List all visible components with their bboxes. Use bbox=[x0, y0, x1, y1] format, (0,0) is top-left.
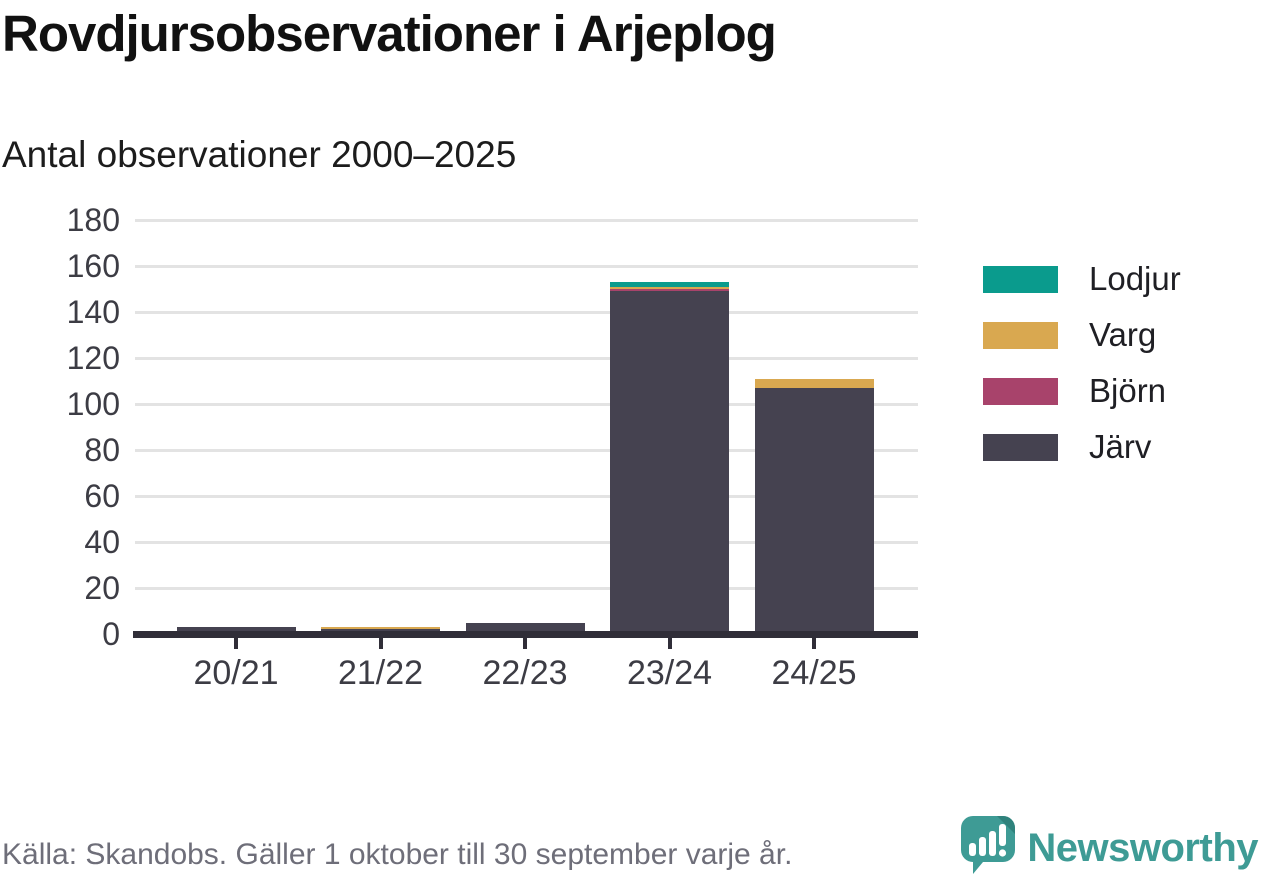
page-title: Rovdjursobservationer i Arjeplog bbox=[2, 5, 777, 62]
x-axis-line bbox=[133, 631, 918, 638]
legend-item-björn: Björn bbox=[983, 374, 1166, 408]
gridline-100 bbox=[135, 402, 918, 406]
bar-20-21-järv bbox=[176, 627, 296, 634]
bar-21-22-varg bbox=[321, 627, 440, 630]
y-axis-label-100: 100 bbox=[66, 386, 120, 422]
y-axis-label-20: 20 bbox=[84, 570, 120, 606]
y-axis-label-140: 140 bbox=[66, 294, 120, 330]
y-axis-label-120: 120 bbox=[66, 340, 120, 376]
x-axis-label-20-21: 20/21 bbox=[193, 654, 279, 692]
gridline-20 bbox=[135, 586, 918, 590]
bar-22-23-järv bbox=[465, 622, 585, 634]
y-axis-label-0: 0 bbox=[102, 616, 120, 652]
x-tick-23-24 bbox=[667, 638, 672, 649]
y-axis-label-40: 40 bbox=[84, 524, 120, 560]
y-axis-label-60: 60 bbox=[84, 478, 120, 514]
x-axis-label-23-24: 23/24 bbox=[626, 654, 713, 692]
gridline-140 bbox=[135, 310, 918, 314]
gridline-160 bbox=[135, 264, 918, 268]
gridline-180 bbox=[135, 218, 918, 222]
x-tick-21-22 bbox=[378, 638, 383, 649]
x-tick-22-23 bbox=[523, 638, 527, 649]
legend-item-järv: Järv bbox=[983, 430, 1151, 464]
brand-name: Newsworthy bbox=[1027, 825, 1258, 870]
legend-label-järv: Järv bbox=[1089, 428, 1152, 465]
brand-logo: Newsworthy bbox=[961, 816, 1258, 879]
legend-swatch-varg bbox=[983, 321, 1058, 349]
bar-24-25-varg bbox=[754, 378, 874, 388]
bar-23-24-lodjur bbox=[610, 282, 729, 287]
x-tick-24-25 bbox=[812, 638, 816, 649]
legend-swatch-björn bbox=[983, 377, 1058, 405]
x-axis-label-21-22: 21/22 bbox=[337, 654, 424, 692]
gridline-40 bbox=[135, 540, 918, 544]
x-tick-20-21 bbox=[234, 638, 238, 649]
y-axis-label-160: 160 bbox=[66, 248, 120, 284]
bar-23-24-järv bbox=[610, 291, 729, 634]
legend-swatch-järv bbox=[983, 433, 1058, 461]
legend-swatch-lodjur bbox=[983, 265, 1058, 293]
x-axis-label-24-25: 24/25 bbox=[771, 654, 857, 692]
gridline-60 bbox=[135, 494, 918, 498]
bar-24-25-järv bbox=[754, 387, 874, 634]
y-axis-label-80: 80 bbox=[84, 432, 120, 468]
gridline-120 bbox=[135, 356, 918, 360]
bar-23-24-björn bbox=[610, 289, 729, 292]
legend-label-varg: Varg bbox=[1089, 316, 1157, 353]
x-axis-label-22-23: 22/23 bbox=[482, 654, 568, 692]
gridline-80 bbox=[135, 448, 918, 452]
legend-item-lodjur: Lodjur bbox=[983, 262, 1181, 296]
legend-label-lodjur: Lodjur bbox=[1089, 260, 1181, 297]
legend-item-varg: Varg bbox=[983, 318, 1156, 352]
legend-label-björn: Björn bbox=[1089, 372, 1167, 409]
y-axis-label-180: 180 bbox=[66, 202, 120, 238]
bubble-fold bbox=[997, 816, 1016, 834]
newsworthy-icon bbox=[961, 816, 1016, 879]
source-note: Källa: Skandobs. Gäller 1 oktober till 3… bbox=[2, 838, 793, 871]
bar-23-24-varg bbox=[610, 286, 729, 289]
chart-subtitle: Antal observationer 2000–2025 bbox=[2, 134, 517, 175]
